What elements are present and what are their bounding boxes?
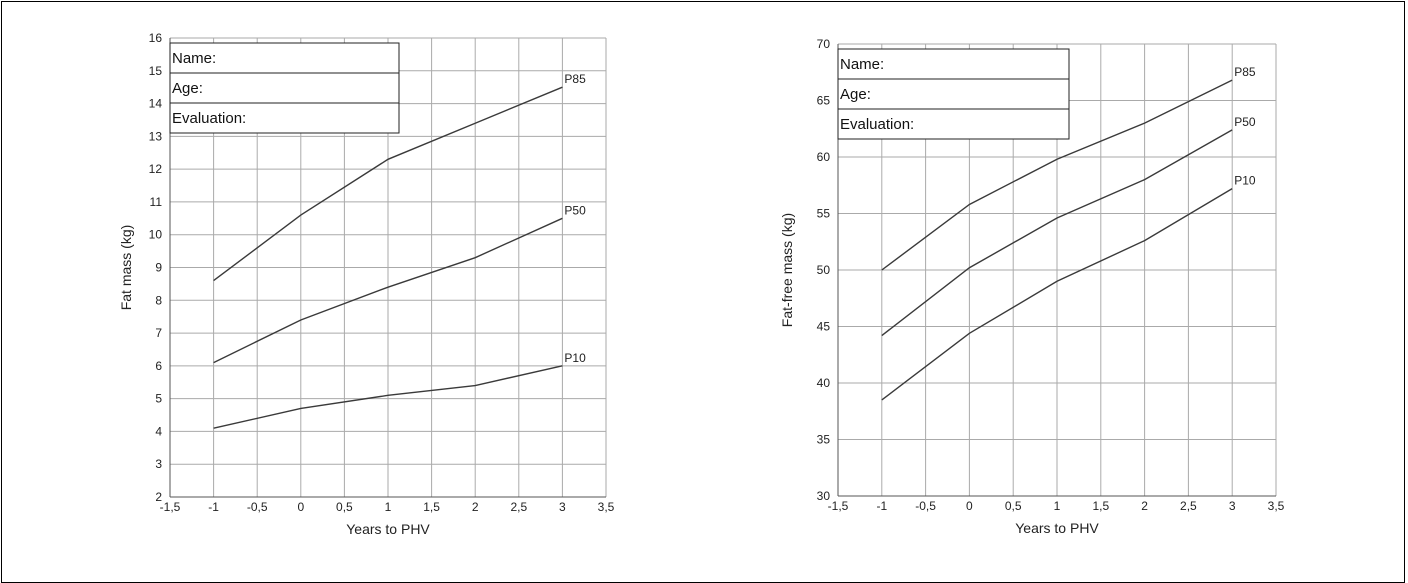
form-field-label-evaluation: Evaluation: [172,110,246,127]
y-tick-label: 2 [155,490,162,504]
x-tick-label: 3,5 [598,500,615,514]
y-tick-label: 12 [149,162,163,176]
y-tick-label: 14 [149,97,163,111]
x-tick-label: 3,5 [1268,499,1285,513]
form-field-box [169,42,400,74]
form-field-box [837,78,1070,110]
x-tick-label: -1,5 [828,499,849,513]
y-tick-label: 9 [155,261,162,275]
x-tick-label: 0,5 [1005,499,1022,513]
x-tick-label: 2 [472,500,479,514]
y-tick-label: 5 [155,392,162,406]
series-label-p50: P50 [564,203,586,217]
y-axis-title: Fat mass (kg) [118,225,134,311]
series-line-p50 [213,217,563,364]
series-label-p10: P10 [1234,174,1256,188]
y-tick-label: 50 [817,263,831,277]
x-tick-label: 2 [1141,499,1148,513]
form-field-label-evaluation: Evaluation: [840,116,914,133]
y-tick-label: 8 [155,293,162,307]
fat-mass-chart: 2 3 4 5 6 7 8 9 10 11 12 13 14 15 16 -1,5 -1 -0,5 0 0,5 1 1,5… [118,31,615,537]
y-tick-label: 6 [155,359,162,373]
form-field-box [169,102,400,134]
x-axis-title: Years to PHV [1015,520,1099,536]
y-axis-title: Fat-free mass (kg) [779,213,795,327]
x-tick-label: 3 [1229,499,1236,513]
form-field-box [837,108,1070,140]
series-label-p10: P10 [564,351,586,365]
x-tick-label: 1,5 [1092,499,1109,513]
y-tick-label: 11 [150,195,163,209]
y-tick-label: 4 [155,424,162,438]
x-tick-label: 1 [385,500,392,514]
y-tick-label: 3 [155,457,162,471]
x-tick-label: 0 [297,500,304,514]
y-tick-label: 16 [149,31,163,45]
series-label-p85: P85 [1234,65,1256,79]
x-tick-label: 2,5 [1180,499,1197,513]
x-tick-label: -1 [876,499,887,513]
x-tick-label: -0,5 [915,499,936,513]
y-tick-label: 70 [817,37,831,51]
x-tick-label: -1,5 [160,500,181,514]
series-line-p85 [881,79,1233,271]
x-tick-label: -1 [208,500,219,514]
y-tick-label: 45 [817,320,831,334]
x-tick-label: 2,5 [510,500,527,514]
form-field-label-name: Name: [172,50,216,67]
y-tick-label: 15 [149,64,163,78]
x-tick-label: 0 [966,499,973,513]
form-field-box [169,72,400,104]
series-line-p10 [213,365,563,429]
y-tick-label: 40 [817,376,831,390]
series-label-p50: P50 [1234,115,1256,129]
y-tick-label: 7 [155,326,162,340]
form-field-label-name: Name: [840,56,884,73]
y-tick-label: 60 [817,150,831,164]
y-tick-label: 10 [149,228,163,242]
form-field-label-age: Age: [840,86,871,103]
x-tick-label: 3 [559,500,566,514]
y-tick-label: 65 [817,94,831,108]
y-tick-label: 35 [817,433,831,447]
x-tick-label: 1,5 [423,500,440,514]
series-label-p85: P85 [564,72,586,86]
y-tick-label: 13 [149,129,163,143]
form-field-box [837,48,1070,80]
x-tick-label: 1 [1054,499,1061,513]
form-field-label-age: Age: [172,80,203,97]
x-tick-label: -0,5 [247,500,268,514]
fat-free-mass-chart: 30 35 40 45 50 55 60 65 70 -1,5 -1 -0,5 0 0,5 1 1,5 2 2,5… [779,37,1285,536]
series-line-p10 [881,188,1233,401]
y-tick-label: 55 [817,207,831,221]
series-line-p85 [213,86,563,282]
x-axis-title: Years to PHV [346,521,430,537]
y-tick-label: 30 [817,489,831,503]
x-tick-label: 0,5 [336,500,353,514]
series-line-p50 [881,129,1233,337]
